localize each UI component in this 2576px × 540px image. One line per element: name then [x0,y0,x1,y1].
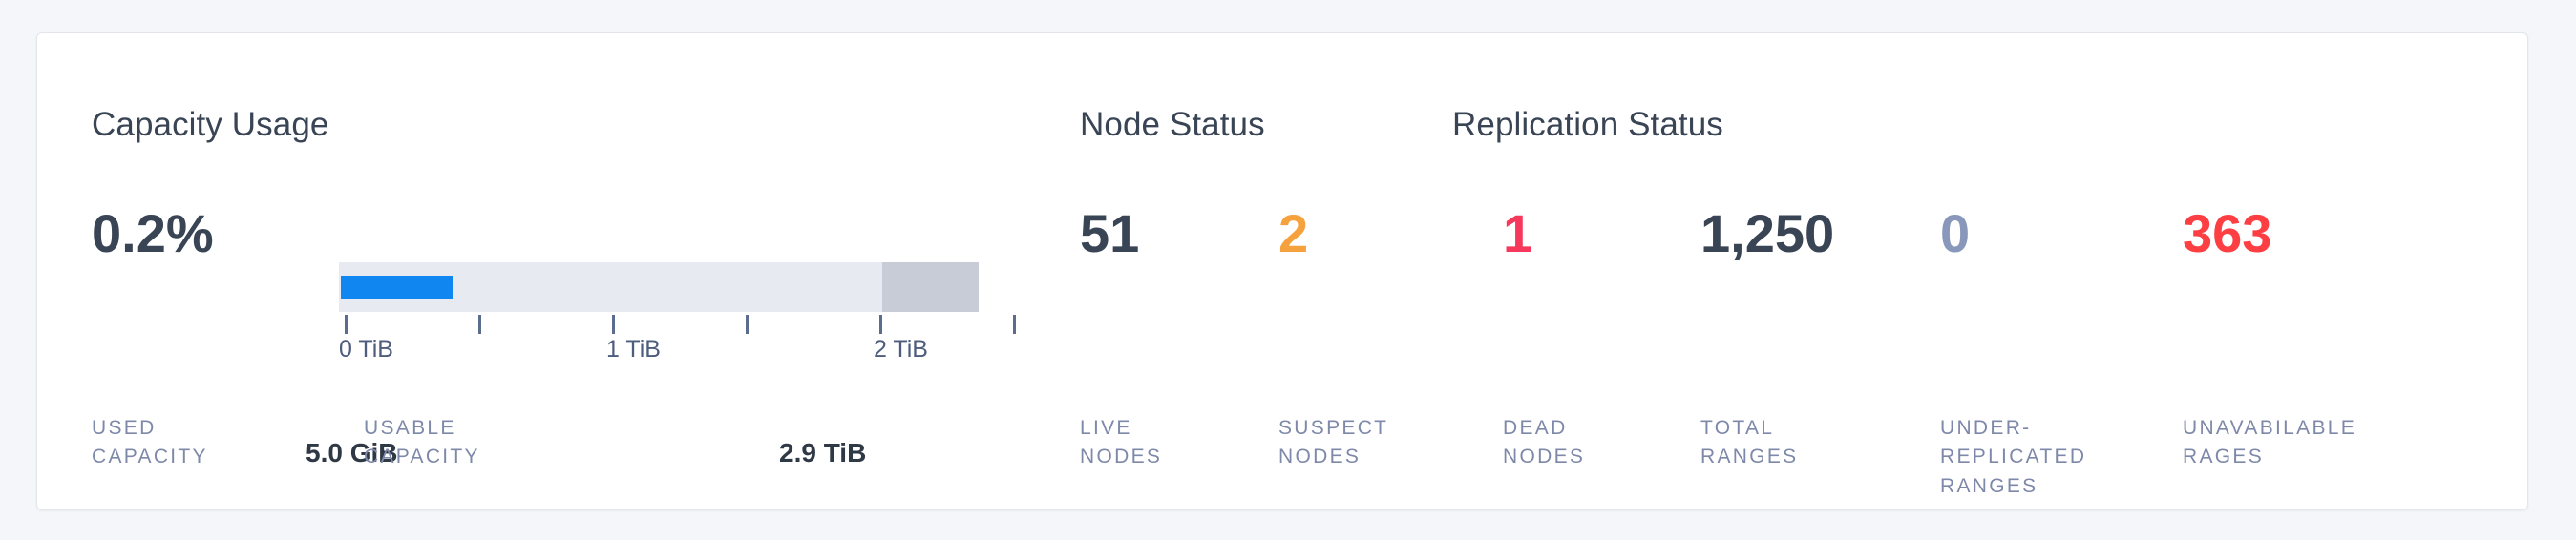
value-used-capacity: 5.0 GiB [306,438,398,467]
label-under-replicated-ranges: Under- Replicated Ranges [1940,417,2087,497]
section-header-replication-status: Replication Status [1452,106,1723,143]
axis-tick-label-2: 2 TiB [874,336,928,363]
axis-tick [879,315,882,334]
capacity-usage-percent-value: 0.2% [92,203,214,263]
value-live-nodes: 51 [1080,203,1140,263]
value-unavailable-ranges: 363 [2183,203,2272,263]
capacity-bar-used-segment [341,276,453,299]
axis-tick [612,315,615,334]
value-dead-nodes: 1 [1503,203,1533,263]
value-total-ranges: 1,250 [1700,203,1835,263]
axis-tick-label-0: 0 TiB [339,336,393,363]
value-usable-capacity: 2.9 TiB [779,438,867,467]
section-header-node-status: Node Status [1080,106,1265,143]
capacity-bar-tick-labels: 0 TiB 1 TiB 2 TiB [339,338,979,366]
capacity-bar-axis [339,315,1016,338]
label-live-nodes: Live Nodes [1080,417,1163,468]
label-unavailable-ranges: Unavabilable Rages [2183,417,2357,468]
label-dead-nodes: Dead Nodes [1503,417,1586,468]
axis-tick [478,315,481,334]
label-total-ranges: Total Ranges [1700,417,1799,468]
label-usable-capacity: Usable Capacity [364,417,480,468]
cluster-summary-card: Capacity Usage Node Status Replication S… [36,32,2528,510]
value-suspect-nodes: 2 [1278,203,1309,263]
label-suspect-nodes: Suspect Nodes [1278,417,1389,468]
value-under-replicated-ranges: 0 [1940,203,1971,263]
capacity-bar-track [339,262,979,312]
axis-tick [746,315,749,334]
axis-tick [1013,315,1016,334]
capacity-bar-unusable-segment [882,262,979,312]
capacity-usage-bar-chart: 0 TiB 1 TiB 2 TiB [339,262,1016,366]
label-used-capacity: Used Capacity [92,417,208,468]
axis-tick-label-1: 1 TiB [606,336,661,363]
axis-tick [345,315,348,334]
section-header-capacity-usage: Capacity Usage [92,106,329,143]
